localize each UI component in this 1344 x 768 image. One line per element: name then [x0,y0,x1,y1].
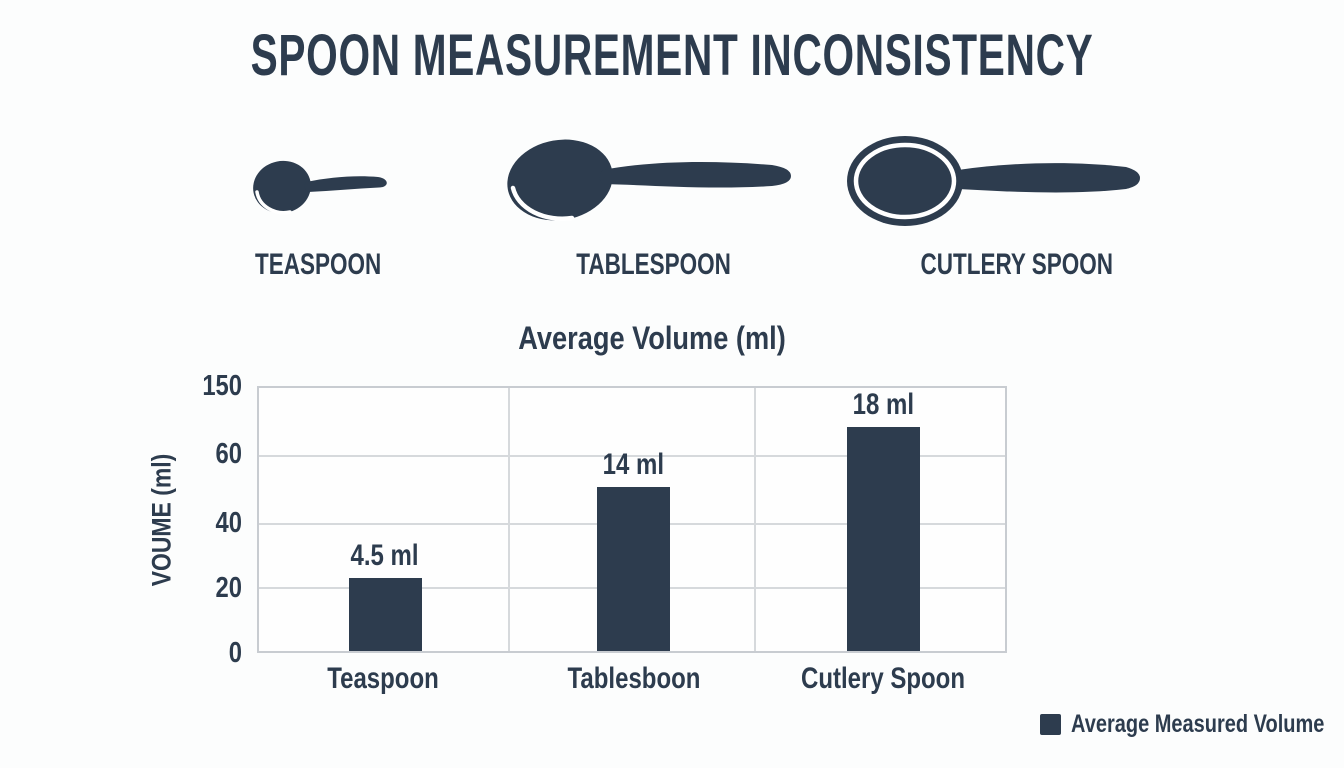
gridline-horizontal [259,455,1005,458]
teaspoon-icon [253,160,387,215]
y-tick-60: 60 [215,438,242,470]
chart-legend: Average Measured Volume [1040,710,1344,739]
y-tick-150: 150 [202,370,242,402]
bar [348,578,422,651]
bar-column-teaspoon: 4.5 ml [325,388,445,651]
bar-value-label: 4.5 ml [350,539,420,573]
bar-value-label: 18 ml [852,388,914,421]
legend-label: Average Measured Volume [1071,710,1325,738]
bar-column-tablespoon: 14 ml [573,388,693,651]
gridline-vertical [754,388,757,651]
x-tick-tablespoon: Tablesboon [567,662,701,695]
x-tick-teaspoon: Teaspoon [327,662,439,695]
y-tick-40: 40 [215,507,242,539]
spoon-label-cutlery-spoon: CUTLERY SPOON [920,248,1114,281]
bar-column-cutlery-spoon: 18 ml [823,388,943,651]
bar [596,487,670,651]
bar [846,427,920,651]
spoon-label-tablespoon: TABLESPOON [576,248,731,281]
bar-value-label: 14 ml [602,448,664,482]
x-tick-cutlery-spoon: Cutlery Spoon [800,662,965,695]
y-tick-20: 20 [215,572,242,604]
y-tick-0: 0 [228,637,242,669]
bar-chart-plot-area: 4.5 ml 14 ml 18 ml [257,386,1007,653]
cutlery-spoon-icon [847,136,1140,226]
gridline-vertical [508,388,511,651]
tablespoon-icon [507,139,791,221]
page-title: SPOON MEASUREMENT INCONSISTENCY [250,23,1094,88]
chart-title: Average Volume (ml) [518,320,786,356]
legend-swatch [1040,714,1061,735]
spoon-label-teaspoon: TEASPOON [255,248,382,281]
